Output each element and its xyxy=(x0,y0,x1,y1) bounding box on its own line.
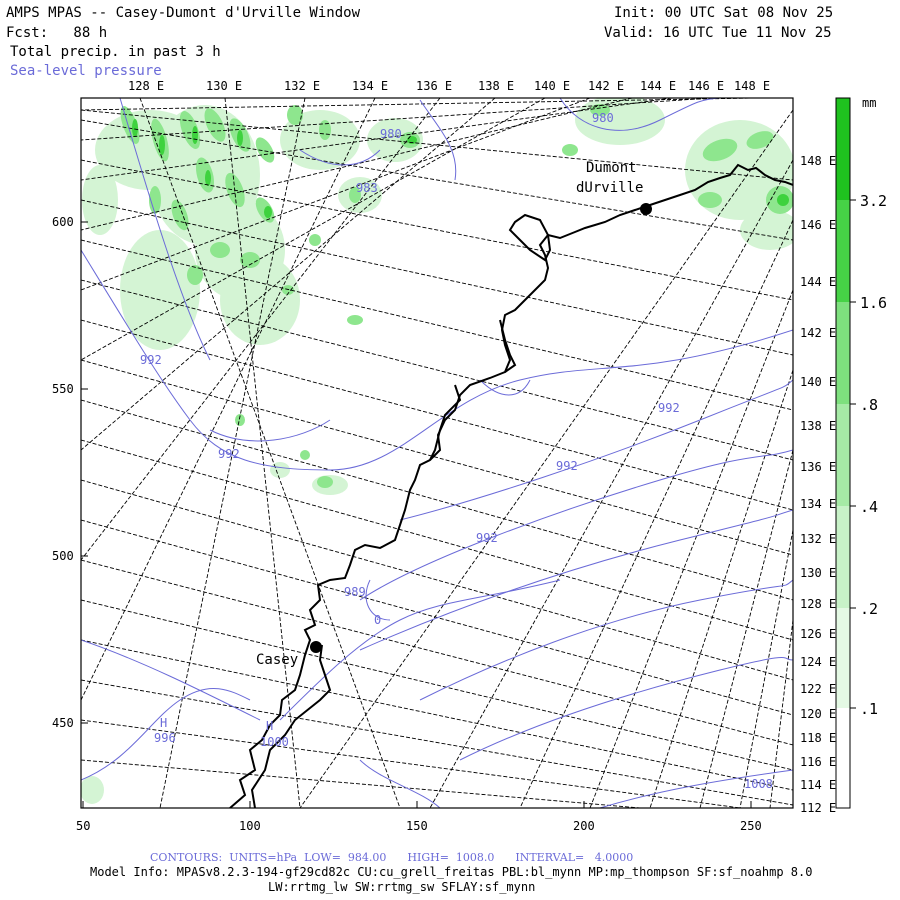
lon-label: 138 E xyxy=(800,419,836,433)
contour-label: 980 xyxy=(592,111,614,125)
top-lon-labels: 128 E 130 E 132 E 134 E 136 E 138 E 140 … xyxy=(128,79,770,93)
contour-label: 992 xyxy=(556,459,578,473)
contour-label: 989 xyxy=(344,585,366,599)
lon-label: 128 E xyxy=(128,79,164,93)
lon-label: 142 E xyxy=(588,79,624,93)
legend-units: mm xyxy=(862,96,876,110)
right-lon-labels: 148 E 146 E 144 E 142 E 140 E 138 E 136 … xyxy=(800,154,836,815)
map-title: AMPS MPAS -- Casey-Dumont d'Urville Wind… xyxy=(6,5,361,21)
legend-swatch xyxy=(836,200,850,302)
lon-label: 140 E xyxy=(534,79,570,93)
y-tick-label: 450 xyxy=(52,716,74,730)
lon-label: 148 E xyxy=(734,79,770,93)
lon-label: 126 E xyxy=(800,627,836,641)
lon-label: 128 E xyxy=(800,597,836,611)
slp-contours xyxy=(81,98,793,808)
station-casey[interactable]: Casey xyxy=(256,641,322,668)
lon-label: 140 E xyxy=(800,375,836,389)
legend-label: 3.2 xyxy=(860,192,887,210)
x-tick-label: 100 xyxy=(239,819,261,833)
precip-field xyxy=(81,98,793,804)
model-info: Model Info: MPASv8.2.3-194-gf29cd82c CU:… xyxy=(90,865,813,879)
model-info-2: LW:rrtmg_lw SW:rrtmg_sw SFLAY:sf_mynn xyxy=(268,880,536,894)
y-axis: 600 550 500 450 xyxy=(52,215,88,730)
lon-label: 144 E xyxy=(640,79,676,93)
contour-label: 980 xyxy=(380,127,402,141)
contour-info: CONTOURS: UNITS=hPa LOW= 984.00 HIGH= 10… xyxy=(150,851,634,864)
lon-label: 122 E xyxy=(800,682,836,696)
lon-label: 146 E xyxy=(800,218,836,232)
lon-label: 136 E xyxy=(416,79,452,93)
lon-label: 118 E xyxy=(800,731,836,745)
station-label: Dumont xyxy=(586,160,637,176)
lon-label: 136 E xyxy=(800,460,836,474)
lon-label: 130 E xyxy=(800,566,836,580)
lon-label: 144 E xyxy=(800,275,836,289)
overlay-name: Sea-level pressure xyxy=(10,63,162,79)
station-marker xyxy=(310,641,322,653)
contour-label: H xyxy=(266,719,273,733)
legend-label: .2 xyxy=(860,600,878,618)
lon-label: 134 E xyxy=(800,497,836,511)
legend-swatch xyxy=(836,608,850,708)
station-dumont-durville[interactable]: Dumont dUrville xyxy=(576,160,652,215)
legend-swatch xyxy=(836,98,850,200)
contour-label: 1000 xyxy=(260,735,289,749)
valid-time: Valid: 16 UTC Tue 11 Nov 25 xyxy=(604,25,832,41)
y-tick-label: 600 xyxy=(52,215,74,229)
station-label: dUrville xyxy=(576,180,643,196)
lon-label: 116 E xyxy=(800,755,836,769)
contour-label: 992 xyxy=(658,401,680,415)
contour-label: 1008 xyxy=(744,777,773,791)
lon-label: 134 E xyxy=(352,79,388,93)
contour-label: 0 xyxy=(374,613,381,627)
contour-label: H xyxy=(160,716,167,730)
x-tick-label: 50 xyxy=(76,819,90,833)
lon-label: 124 E xyxy=(800,655,836,669)
contour-label: 983 xyxy=(356,181,378,195)
legend-label: .1 xyxy=(860,700,878,718)
contour-label: 992 xyxy=(140,353,162,367)
legend-label: .8 xyxy=(860,396,878,414)
lon-label: 148 E xyxy=(800,154,836,168)
lon-label: 130 E xyxy=(206,79,242,93)
lon-label: 120 E xyxy=(800,707,836,721)
x-tick-label: 200 xyxy=(573,819,595,833)
lon-label: 142 E xyxy=(800,326,836,340)
legend-label: .4 xyxy=(860,498,878,516)
lon-label: 114 E xyxy=(800,778,836,792)
precip-legend: mm 3.2 1.6 .8 .4 .2 .1 xyxy=(835,96,887,809)
x-tick-label: 250 xyxy=(740,819,762,833)
station-label: Casey xyxy=(256,652,298,668)
lon-label: 132 E xyxy=(284,79,320,93)
legend-swatch xyxy=(836,302,850,404)
forecast-hour: Fcst: 88 h xyxy=(6,25,108,41)
contour-label: 992 xyxy=(218,447,240,461)
y-tick-label: 550 xyxy=(52,382,74,396)
lon-label: 146 E xyxy=(688,79,724,93)
station-marker xyxy=(640,203,652,215)
legend-swatch xyxy=(836,404,850,506)
coastline xyxy=(229,163,793,808)
y-tick-label: 500 xyxy=(52,549,74,563)
init-time: Init: 00 UTC Sat 08 Nov 25 xyxy=(614,5,834,21)
contour-label: 996 xyxy=(154,731,176,745)
legend-swatch xyxy=(836,506,850,608)
x-tick-label: 150 xyxy=(406,819,428,833)
contour-label: 992 xyxy=(476,531,498,545)
legend-swatch xyxy=(836,708,850,808)
lon-label: 138 E xyxy=(478,79,514,93)
x-axis: 50 100 150 200 250 xyxy=(76,801,762,833)
map-frame xyxy=(80,97,794,809)
lon-label: 132 E xyxy=(800,532,836,546)
legend-label: 1.6 xyxy=(860,294,887,312)
field-name: Total precip. in past 3 h xyxy=(10,44,221,60)
lon-label: 112 E xyxy=(800,801,836,815)
legend-frame xyxy=(835,97,851,809)
